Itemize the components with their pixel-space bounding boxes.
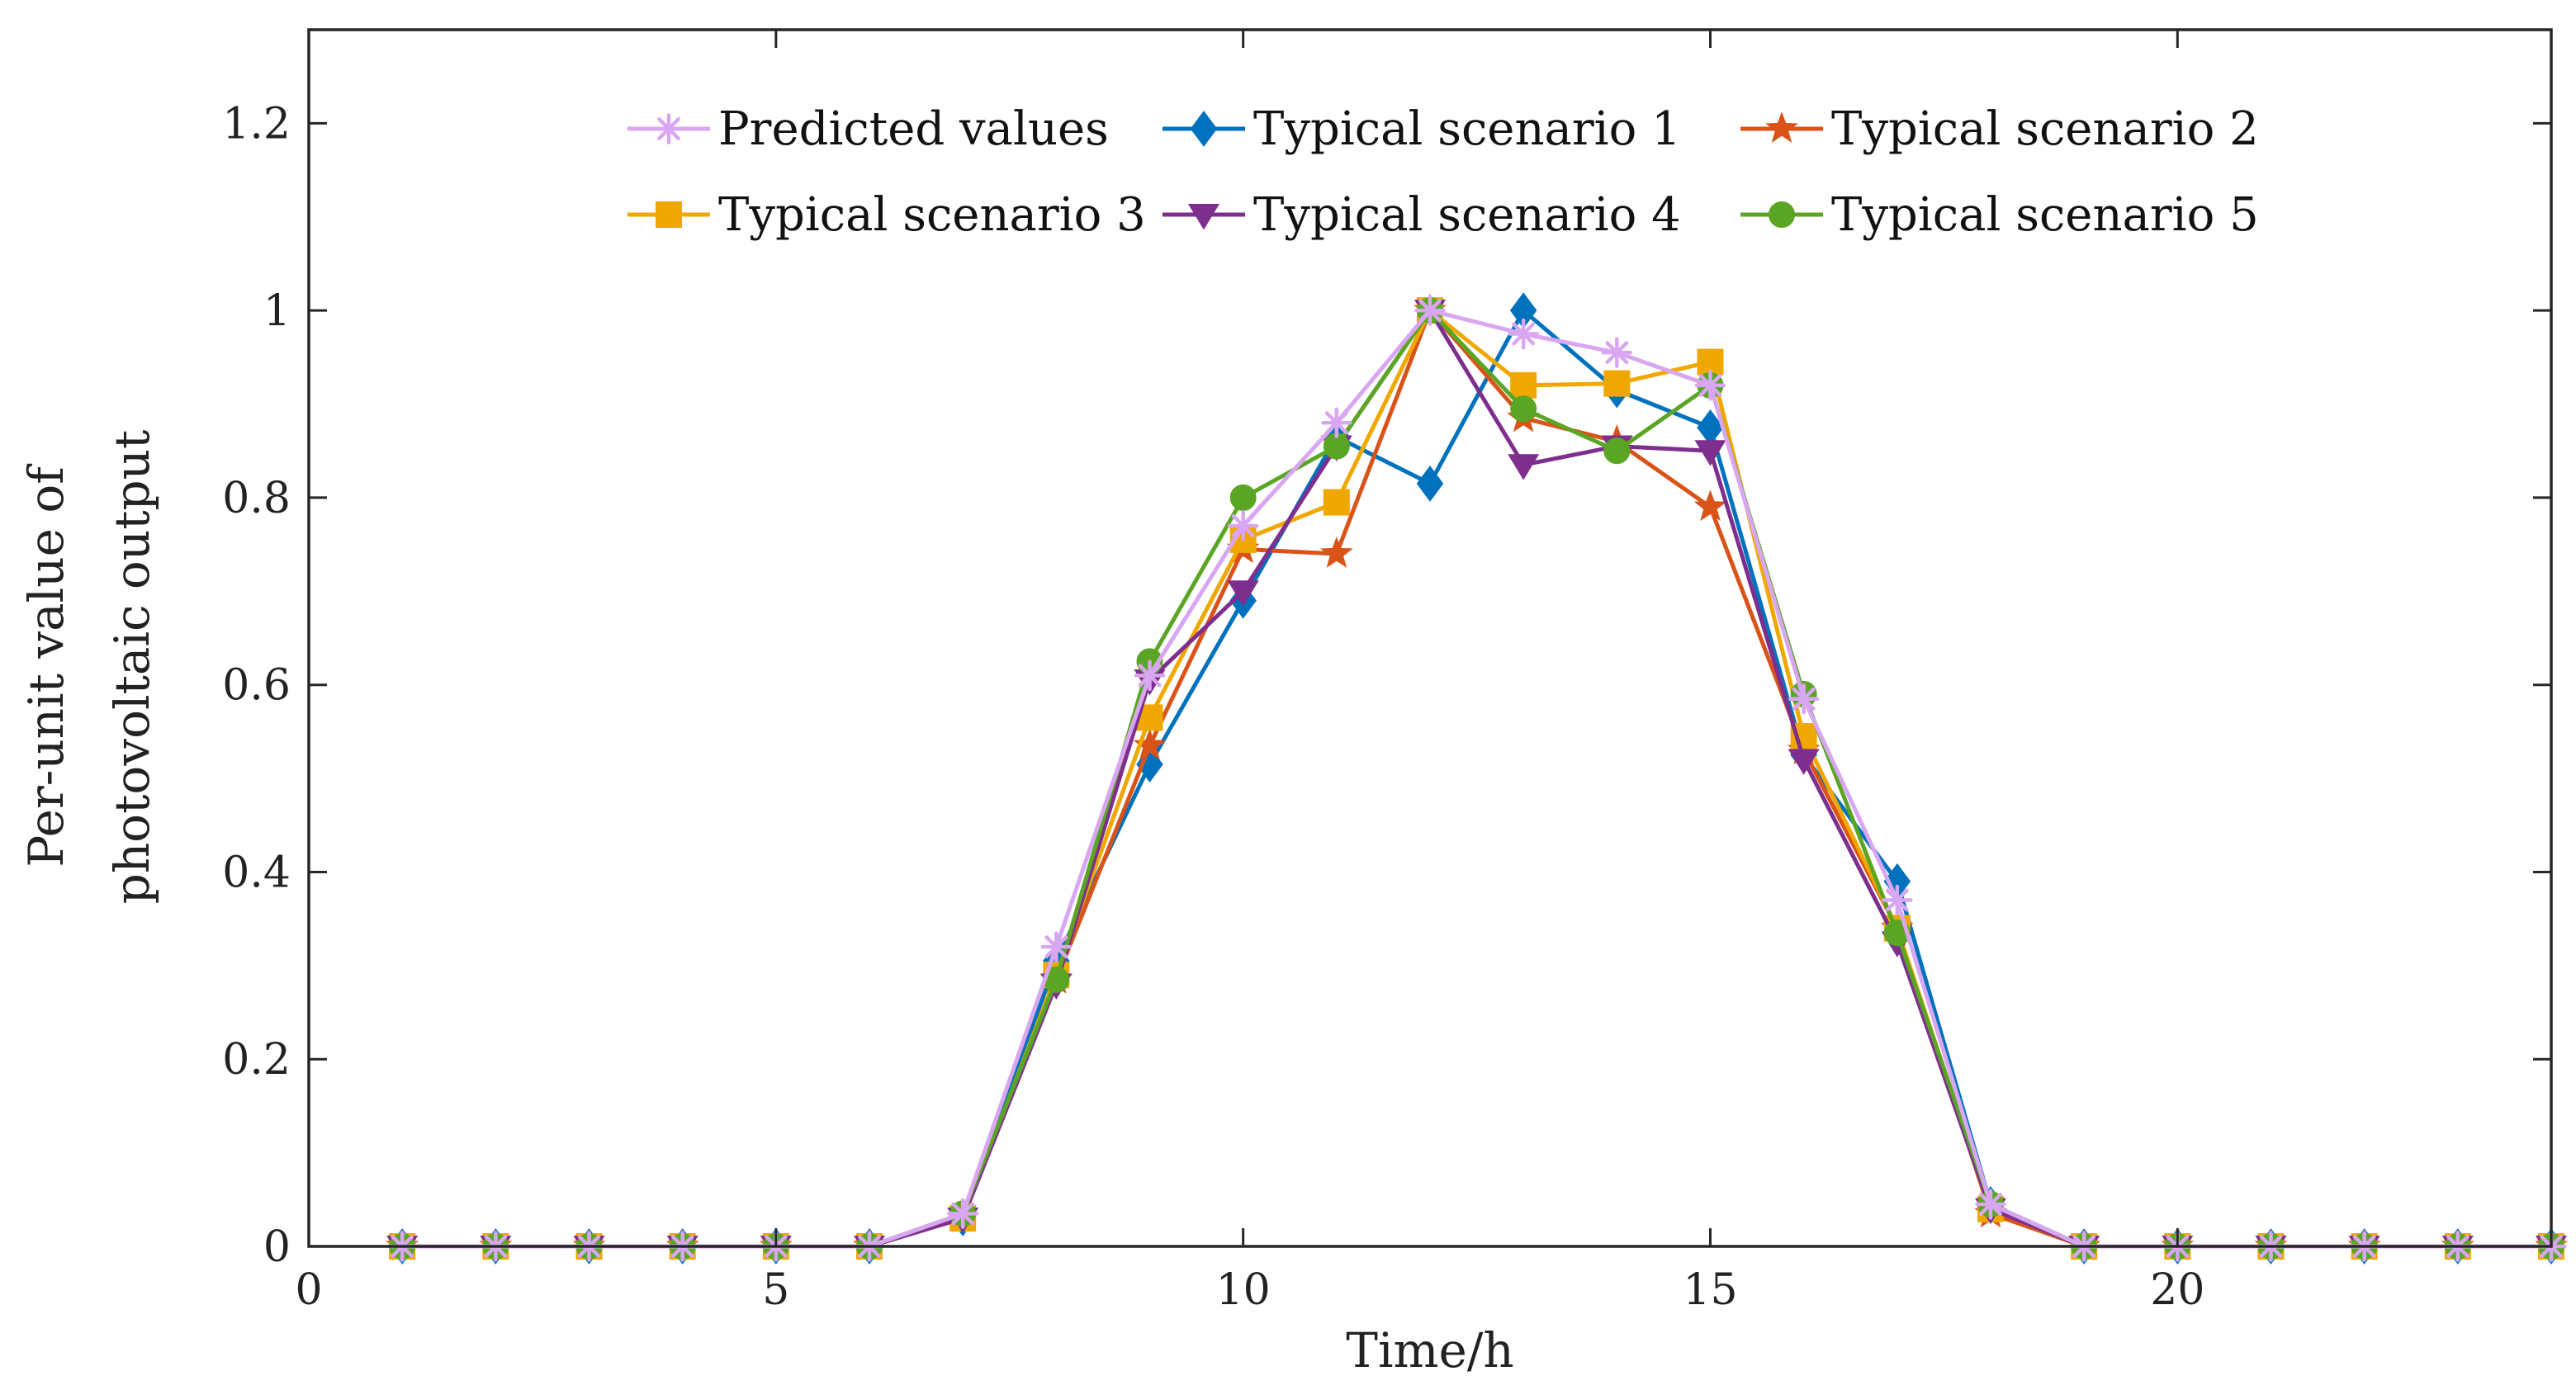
data-point bbox=[1414, 295, 1446, 326]
y-tick-label: 1 bbox=[263, 286, 291, 336]
legend-label: Typical scenario 5 bbox=[1831, 188, 2259, 242]
data-point bbox=[656, 201, 682, 228]
data-point bbox=[1693, 489, 1727, 522]
data-point bbox=[1510, 395, 1537, 423]
asterisk-stroke bbox=[1324, 411, 1348, 435]
asterisk-stroke bbox=[1231, 514, 1255, 537]
data-point bbox=[1975, 1189, 2006, 1220]
data-point bbox=[1134, 660, 1166, 692]
data-point bbox=[1416, 465, 1444, 502]
y-tick-label: 0 bbox=[263, 1222, 291, 1272]
axes-frame bbox=[307, 28, 2553, 1248]
asterisk-stroke bbox=[1792, 687, 1816, 711]
data-point bbox=[1229, 484, 1257, 511]
asterisk-stroke bbox=[1885, 888, 1909, 912]
x-tick-label: 10 bbox=[1216, 1265, 1271, 1315]
data-point bbox=[1227, 580, 1259, 607]
asterisk-stroke bbox=[1605, 341, 1629, 365]
y-tick-label: 0.8 bbox=[222, 474, 291, 523]
data-point bbox=[1603, 370, 1631, 397]
data-point bbox=[1319, 537, 1353, 568]
data-point bbox=[947, 1198, 978, 1230]
asterisk-stroke bbox=[951, 1202, 975, 1226]
asterisk-stroke bbox=[1512, 322, 1536, 346]
y-tick-label: 0.4 bbox=[222, 848, 291, 897]
legend: Predicted values Typical scenario 1 Typica… bbox=[627, 102, 2259, 242]
x-tick-label: 5 bbox=[762, 1265, 789, 1315]
x-axis-title: Time/h bbox=[1346, 1322, 1513, 1378]
legend-label: Typical scenario 3 bbox=[718, 188, 1146, 242]
data-point bbox=[1508, 454, 1540, 480]
data-point bbox=[1769, 201, 1795, 228]
data-point bbox=[1788, 749, 1820, 775]
asterisk-stroke bbox=[657, 117, 680, 140]
asterisk-stroke bbox=[1418, 299, 1442, 323]
legend-label: Predicted values bbox=[718, 102, 1109, 156]
x-tick-label: 15 bbox=[1683, 1265, 1737, 1315]
legend-item: Typical scenario 1 bbox=[1163, 102, 1681, 156]
data-point bbox=[1227, 510, 1259, 541]
plot-area bbox=[309, 30, 2551, 1246]
data-point bbox=[1190, 111, 1218, 147]
legend-item: Predicted values bbox=[627, 102, 1109, 156]
legend-item: Typical scenario 3 bbox=[627, 188, 1146, 242]
data-point bbox=[1508, 318, 1539, 350]
data-point bbox=[1510, 371, 1537, 399]
legend-item: Typical scenario 2 bbox=[1740, 102, 2259, 156]
data-point bbox=[1882, 884, 1913, 916]
legend-label: Typical scenario 1 bbox=[1253, 102, 1681, 156]
data-point bbox=[1788, 683, 1820, 715]
y-axis-title-line-2: photovoltaic output bbox=[104, 430, 160, 905]
legend-label: Typical scenario 2 bbox=[1831, 102, 2259, 156]
asterisk-stroke bbox=[1698, 373, 1722, 397]
x-tick-label: 20 bbox=[2150, 1265, 2204, 1315]
legend-item: Typical scenario 5 bbox=[1740, 188, 2259, 242]
legend-label: Typical scenario 4 bbox=[1253, 188, 1681, 242]
y-axis-title-line-1: Per-unit value of bbox=[18, 464, 74, 868]
x-tick-label: 0 bbox=[295, 1265, 322, 1315]
data-point bbox=[1321, 407, 1352, 438]
y-tick-label: 0.6 bbox=[222, 661, 291, 711]
asterisk-stroke bbox=[1979, 1193, 2002, 1216]
data-point bbox=[1765, 111, 1798, 143]
data-point bbox=[653, 113, 684, 144]
data-point bbox=[1601, 337, 1633, 368]
data-point bbox=[1603, 437, 1631, 465]
axes-layer: 0 5 10 15 20 0 0.2 0.4 0.6 0.8 1 1.2 bbox=[222, 28, 2553, 1315]
data-point bbox=[1694, 370, 1726, 401]
y-tick-label: 1.2 bbox=[222, 99, 291, 149]
data-point bbox=[1187, 204, 1220, 230]
data-point bbox=[1323, 489, 1350, 516]
data-point bbox=[1040, 931, 1073, 962]
legend-item: Typical scenario 4 bbox=[1163, 188, 1681, 242]
plot-background bbox=[309, 30, 2551, 1246]
asterisk-stroke bbox=[1138, 664, 1162, 688]
y-tick-label: 0.2 bbox=[222, 1035, 291, 1085]
asterisk-stroke bbox=[1044, 935, 1068, 959]
data-point bbox=[1694, 440, 1726, 466]
